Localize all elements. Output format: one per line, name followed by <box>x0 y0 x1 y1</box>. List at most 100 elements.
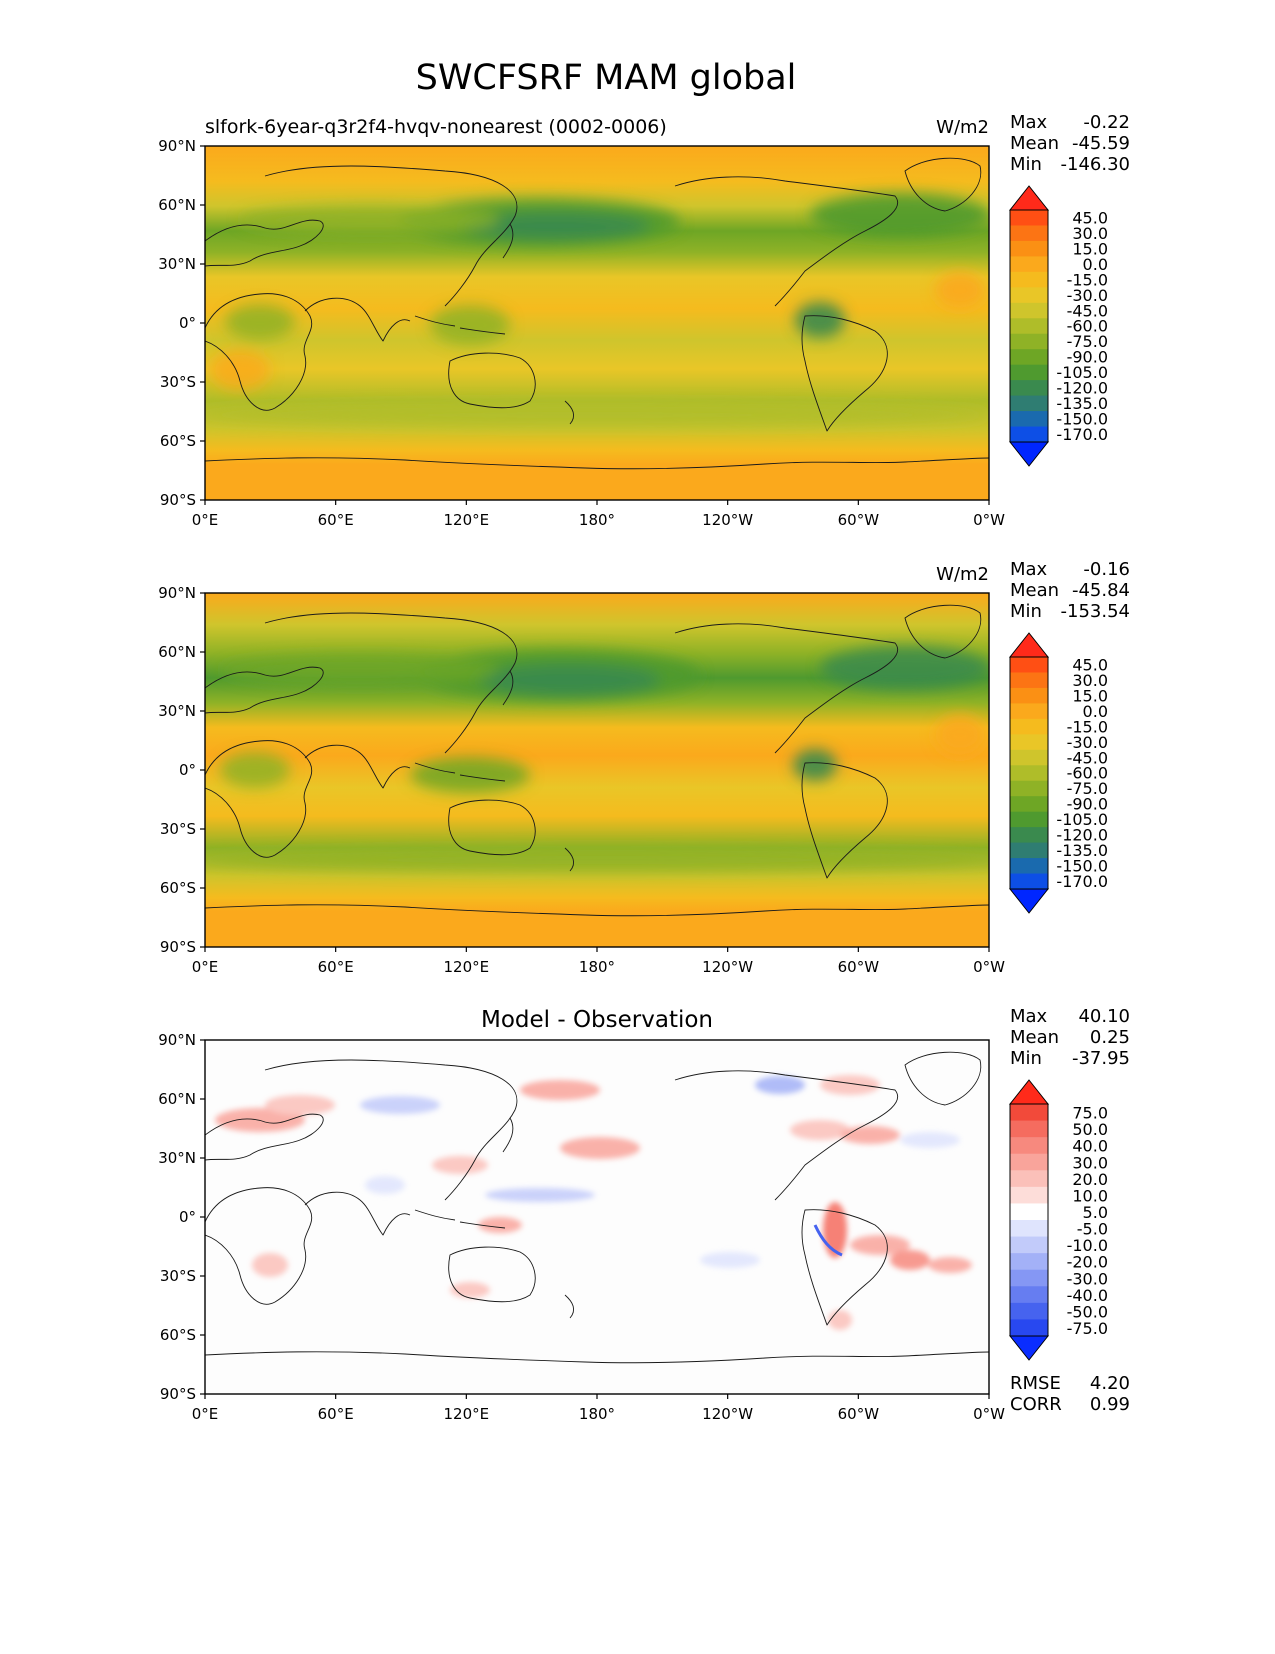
test-mean-value: -45.59 <box>1072 133 1130 154</box>
y-tick-label: 60°S <box>160 1326 196 1344</box>
difference-field <box>205 1040 989 1394</box>
figure-title: SWCFSRF MAM global <box>416 58 797 98</box>
colorbar-level-label: -150.0 <box>1056 857 1108 876</box>
colorbar-swatch <box>1010 302 1048 319</box>
colorbar-swatch <box>1010 426 1048 443</box>
colorbar-swatch <box>1010 718 1048 735</box>
colorbar-level-label: -15.0 <box>1067 717 1108 736</box>
colorbar-swatch <box>1010 1319 1048 1337</box>
x-tick-label: 60°W <box>838 958 880 976</box>
y-tick-label: 60°N <box>158 643 196 661</box>
y-tick-label: 60°S <box>160 879 196 897</box>
colorbar-swatch <box>1010 210 1048 226</box>
difference-bottom-stats: RMSE 4.20 CORR 0.99 <box>1010 1373 1130 1415</box>
colorbar-level-label: -75.0 <box>1067 332 1108 351</box>
colorbar-swatch <box>1010 1186 1048 1204</box>
panel-reference: W/m2 90°N 60°N 30°N 0° 30°S 60°S 90°S 0°E 60°E 1… <box>158 559 1130 976</box>
colorbar-swatch <box>1010 1137 1048 1155</box>
colorbar-level-label: 15.0 <box>1072 686 1108 705</box>
reference-xticks: 0°E 60°E 120°E 180° 120°W 60°W 0°W <box>192 947 1005 976</box>
colorbar-swatch <box>1010 703 1048 720</box>
colorbar-level-label: 30.0 <box>1072 671 1108 690</box>
colorbar-level-label: 50.0 <box>1072 1120 1108 1139</box>
colorbar-extend-min <box>1008 441 1050 467</box>
colorbar-level-label: -10.0 <box>1067 1236 1108 1255</box>
colorbar-level-label: -170.0 <box>1056 872 1108 891</box>
x-tick-label: 60°E <box>318 1405 354 1423</box>
rmse-value: 4.20 <box>1090 1373 1130 1394</box>
test-xticks: 0°E 60°E 120°E 180° 120°W 60°W 0°W <box>192 500 1005 529</box>
test-mean-label: Mean <box>1010 133 1059 154</box>
test-min-value: -146.30 <box>1061 154 1130 175</box>
test-colorbar: 45.030.015.00.0-15.0-30.0-45.0-60.0-75.0… <box>1008 185 1108 467</box>
colorbar-swatch <box>1010 842 1048 859</box>
reference-max-label: Max <box>1010 559 1048 580</box>
colorbar-swatch <box>1010 657 1048 673</box>
colorbar-swatch <box>1010 411 1048 428</box>
colorbar-level-label: -135.0 <box>1056 394 1108 413</box>
colorbar-swatch <box>1010 873 1048 890</box>
test-stats: Max -0.22 Mean -45.59 Min -146.30 <box>1010 112 1130 175</box>
colorbar-extend-max <box>1008 632 1050 658</box>
reference-yticks: 90°N 60°N 30°N 0° 30°S 60°S 90°S <box>158 584 205 956</box>
colorbar-frame <box>1009 209 1049 443</box>
y-tick-label: 60°S <box>160 432 196 450</box>
colorbar-level-label: 5.0 <box>1083 1203 1108 1222</box>
colorbar-level-label: -15.0 <box>1067 270 1108 289</box>
reference-mean-value: -45.84 <box>1072 580 1130 601</box>
x-tick-label: 60°W <box>838 1405 880 1423</box>
corr-value: 0.99 <box>1090 1394 1130 1415</box>
colorbar-level-label: 10.0 <box>1072 1186 1108 1205</box>
test-units: W/m2 <box>936 117 989 138</box>
y-tick-label: 30°N <box>158 702 196 720</box>
colorbar-swatch <box>1010 858 1048 875</box>
colorbar-swatch <box>1010 1203 1048 1221</box>
rmse-label: RMSE <box>1010 1373 1061 1394</box>
reference-colorbar: 45.030.015.00.0-15.0-30.0-45.0-60.0-75.0… <box>1008 632 1108 914</box>
x-tick-label: 0°W <box>973 511 1005 529</box>
reference-stats: Max -0.16 Mean -45.84 Min -153.54 <box>1010 559 1130 622</box>
x-tick-label: 180° <box>579 1405 615 1423</box>
y-tick-label: 90°N <box>158 1031 196 1049</box>
colorbar-level-label: 15.0 <box>1072 239 1108 258</box>
colorbar-swatch <box>1010 225 1048 242</box>
colorbar-swatch <box>1010 687 1048 704</box>
difference-max-label: Max <box>1010 1006 1048 1027</box>
colorbar-level-label: 0.0 <box>1083 702 1108 721</box>
colorbar-level-label: -40.0 <box>1067 1286 1108 1305</box>
reference-min-label: Min <box>1010 601 1042 622</box>
colorbar-level-label: 20.0 <box>1072 1170 1108 1189</box>
reference-max-value: -0.16 <box>1083 559 1130 580</box>
reference-units: W/m2 <box>936 564 989 585</box>
colorbar-level-label: -105.0 <box>1056 810 1108 829</box>
colorbar-swatch <box>1010 318 1048 335</box>
colorbar-swatch <box>1010 1286 1048 1304</box>
colorbar-level-label: -120.0 <box>1056 379 1108 398</box>
colorbar-extend-min <box>1008 1335 1050 1361</box>
x-tick-label: 120°E <box>444 958 490 976</box>
y-tick-label: 90°N <box>158 137 196 155</box>
x-tick-label: 0°E <box>192 958 219 976</box>
y-tick-label: 60°N <box>158 1090 196 1108</box>
colorbar-swatch <box>1010 827 1048 844</box>
x-tick-label: 120°W <box>702 1405 753 1423</box>
y-tick-label: 60°N <box>158 196 196 214</box>
colorbar-level-label: -90.0 <box>1067 348 1108 367</box>
corr-label: CORR <box>1010 1394 1062 1415</box>
x-tick-label: 0°W <box>973 1405 1005 1423</box>
colorbar-level-label: -45.0 <box>1067 301 1108 320</box>
test-title: slfork-6year-q3r2f4-hvqv-nonearest (0002… <box>205 116 667 138</box>
y-tick-label: 0° <box>179 1208 196 1226</box>
colorbar-swatch <box>1010 380 1048 397</box>
colorbar-level-label: 0.0 <box>1083 255 1108 274</box>
reference-field <box>205 593 989 947</box>
colorbar-level-label: 30.0 <box>1072 1153 1108 1172</box>
colorbar-swatch <box>1010 271 1048 288</box>
colorbar-swatch <box>1010 1220 1048 1238</box>
difference-stats: Max 40.10 Mean 0.25 Min -37.95 <box>1010 1006 1130 1069</box>
colorbar-level-label: -105.0 <box>1056 363 1108 382</box>
x-tick-label: 0°E <box>192 511 219 529</box>
colorbar-swatch <box>1010 364 1048 381</box>
y-tick-label: 30°S <box>160 373 196 391</box>
colorbar-level-label: 75.0 <box>1072 1104 1108 1123</box>
